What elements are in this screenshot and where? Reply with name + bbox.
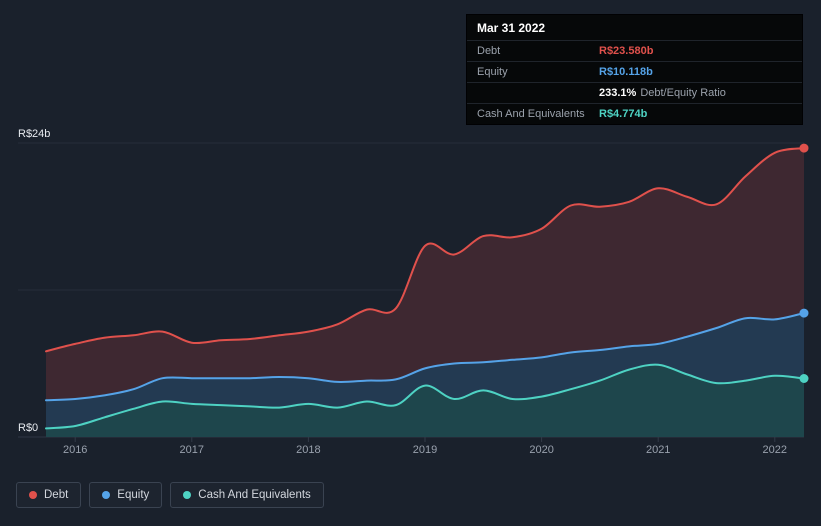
tooltip-row-ratio: 233.1% Debt/Equity Ratio [467,82,802,103]
tooltip-debt-label: Debt [477,45,501,57]
tooltip-row-debt: Debt R$23.580b [467,40,802,61]
y-axis-label-24: R$24b [18,128,50,140]
tooltip-cash-label: Cash And Equivalents [477,108,585,120]
debt-dot-icon [29,491,37,499]
cash-and-equivalents-area [46,364,804,437]
chart-legend: Debt Equity Cash And Equivalents [16,482,324,508]
legend-item-cash[interactable]: Cash And Equivalents [170,482,324,508]
legend-cash-label: Cash And Equivalents [198,489,311,501]
debt-end-dot [799,143,809,153]
x-axis-label-2017: 2017 [180,444,204,456]
legend-debt-label: Debt [44,489,69,501]
equity-end-dot [799,308,809,318]
debt-line [45,147,805,353]
legend-equity-label: Equity [117,489,150,501]
x-axis-label-2021: 2021 [646,444,670,456]
tooltip-row-cash: Cash And Equivalents R$4.774b [467,103,802,124]
debt-equity-area-chart[interactable]: R$24b R$0 2016 2017 2018 2019 2020 2021 2022 [0,0,821,460]
ratio-number: 233.1% [599,87,637,99]
tooltip-cash-value: R$4.774b [599,108,648,120]
ratio-label: Debt/Equity Ratio [640,87,726,99]
equity-line [45,312,805,402]
tooltip-equity-value: R$10.118b [599,66,653,78]
chart-tooltip: Mar 31 2022 Debt R$23.580b Equity R$10.1… [466,14,803,125]
x-axis-label-2018: 2018 [296,444,320,456]
tooltip-debt-value: R$23.580b [599,45,654,57]
legend-item-equity[interactable]: Equity [89,482,163,508]
x-axis-label-2022: 2022 [763,444,787,456]
legend-item-debt[interactable]: Debt [16,482,82,508]
cash-dot-icon [183,491,192,499]
tooltip-date: Mar 31 2022 [477,21,546,35]
x-axis-label-2020: 2020 [529,444,553,456]
cash-and-equivalents-line [45,363,805,430]
tooltip-row-equity: Equity R$10.118b [467,61,802,82]
cash-and-equivalents-end-dot [799,374,809,383]
x-axis-label-2019: 2019 [413,444,437,456]
x-axis-label-2016: 2016 [63,444,87,456]
tooltip-ratio-value: 233.1% Debt/Equity Ratio [599,87,726,99]
equity-dot-icon [102,491,111,499]
tooltip-equity-label: Equity [477,66,508,78]
y-axis-label-0: R$0 [18,422,38,434]
